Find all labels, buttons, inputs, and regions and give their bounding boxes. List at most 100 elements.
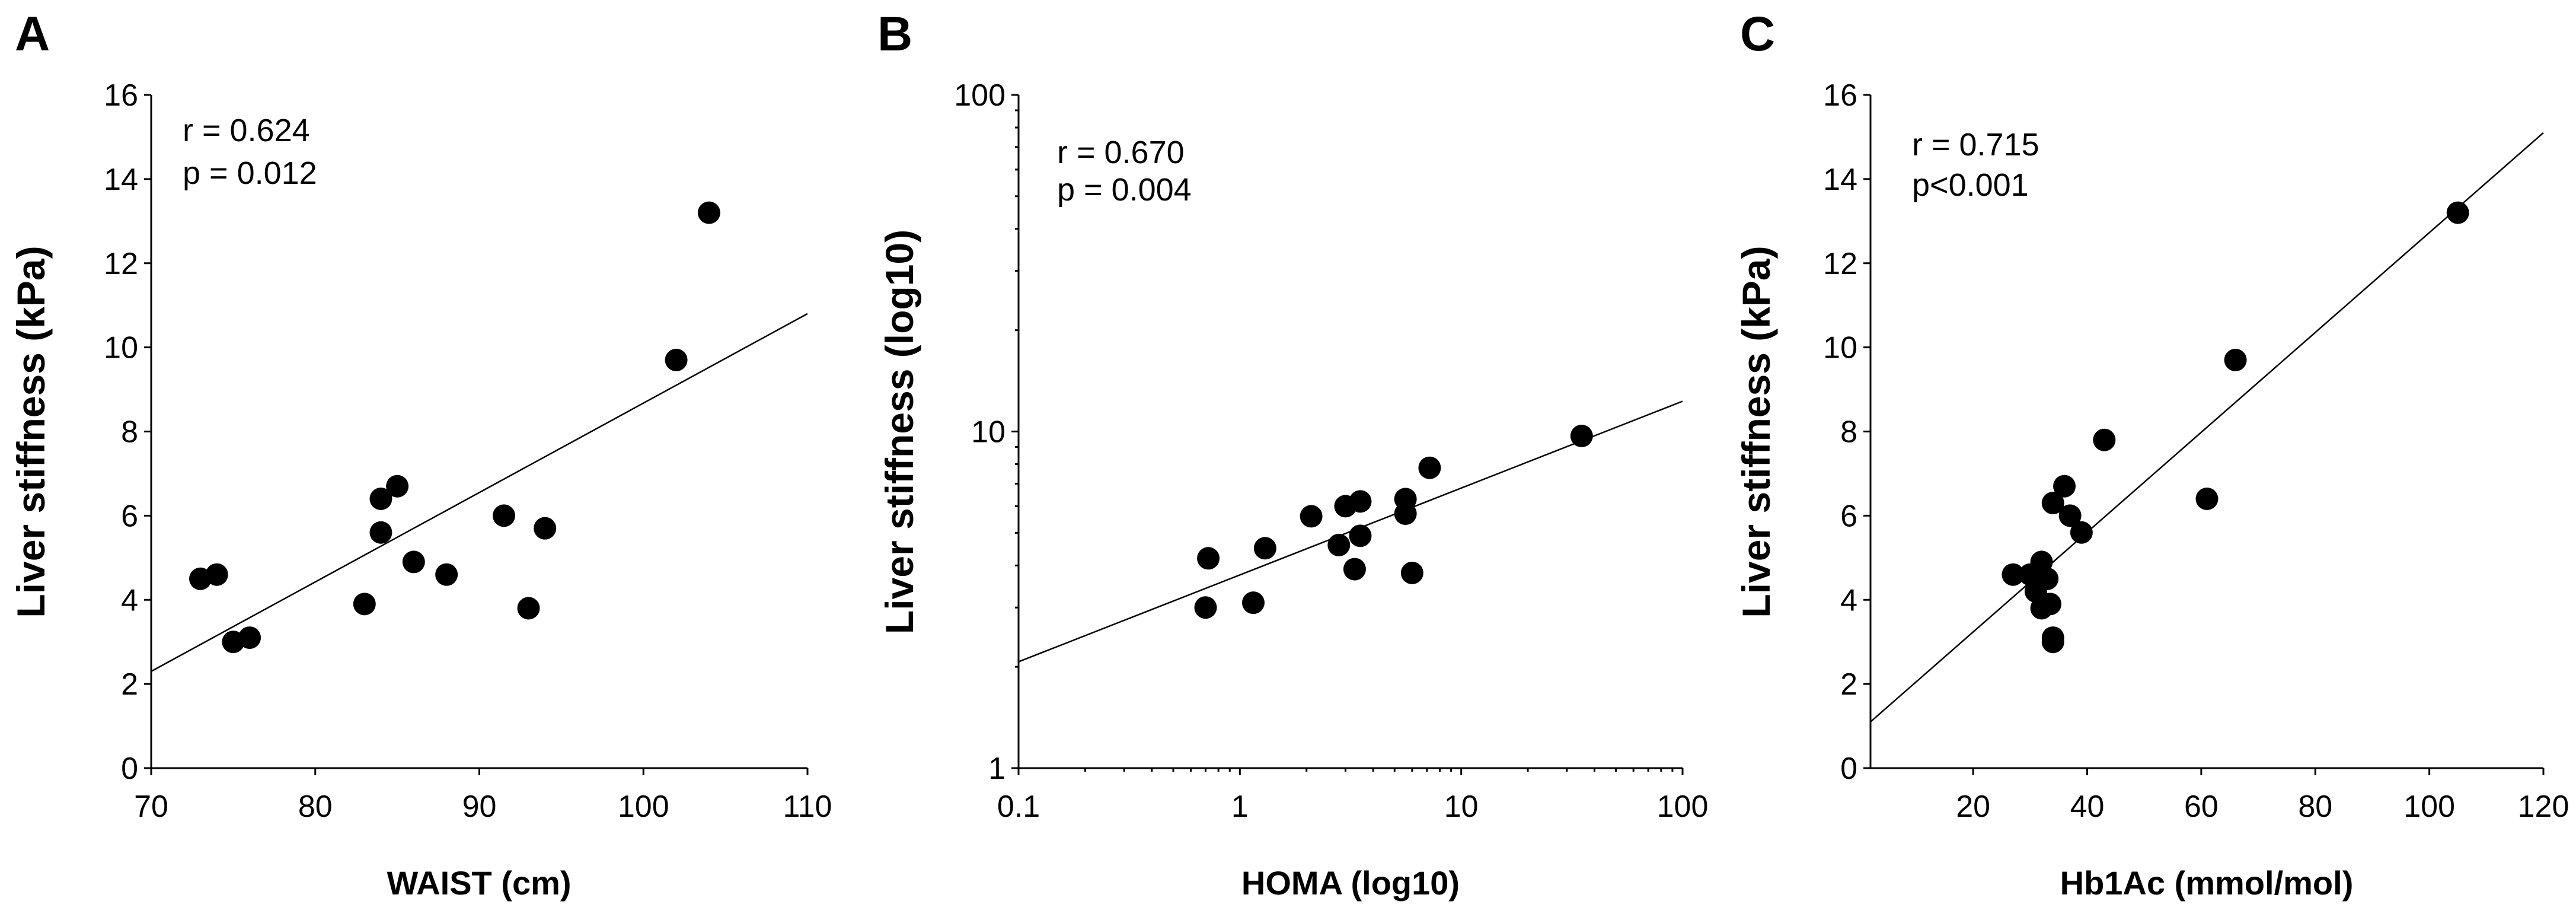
- y-tick-label: 0: [121, 752, 138, 786]
- data-point: [1241, 591, 1265, 614]
- y-tick-label: 14: [104, 163, 138, 197]
- data-point: [1394, 502, 1417, 526]
- x-tick-label: 40: [2070, 789, 2105, 824]
- data-point: [2070, 521, 2093, 544]
- x-tick-label: 120: [2518, 789, 2569, 824]
- y-tick-label: 1: [988, 752, 1005, 786]
- data-point: [1418, 456, 1441, 479]
- x-tick-label: 0.1: [997, 789, 1040, 824]
- data-point: [1300, 505, 1323, 528]
- panel-a-letter: A: [15, 7, 50, 61]
- panel-c: C 0 2 4 6 8 10 12 14 16 20 40 60 80 100 120 r = 0.715…: [1734, 7, 2569, 902]
- plot-area-b: [1018, 400, 1683, 663]
- y-tick-label: 16: [1823, 78, 1857, 113]
- x-tick-label: 110: [783, 789, 832, 824]
- panel-c-letter: C: [1740, 7, 1775, 61]
- data-point: [697, 201, 720, 224]
- data-point: [353, 593, 376, 616]
- x-tick-label: 100: [1657, 789, 1709, 824]
- x-tick-label: 10: [1444, 789, 1479, 824]
- panel-a-x-label: WAIST (cm): [387, 864, 571, 902]
- x-tick-label: 70: [134, 789, 168, 824]
- x-tick-label: 80: [2298, 789, 2332, 824]
- data-point: [2058, 504, 2082, 527]
- data-point: [1197, 547, 1220, 570]
- x-tick-label: 100: [2403, 789, 2455, 824]
- x-tick-label: 1: [1231, 789, 1249, 824]
- data-point: [2224, 348, 2247, 371]
- data-point: [2053, 475, 2076, 498]
- data-point: [435, 563, 458, 586]
- panel-a: A 0 2 4 6 8 10 12 14 16 70 80 90 100 110 r = 0.624 p…: [9, 7, 832, 902]
- panel-b-letter: B: [877, 7, 912, 61]
- y-tick-label: 4: [1840, 583, 1857, 617]
- data-point: [2038, 593, 2061, 616]
- panel-b-annotation-r: r = 0.670: [1057, 135, 1185, 170]
- data-point: [402, 550, 425, 574]
- panel-a-y-label: Liver stiffness (kPa): [9, 246, 53, 617]
- y-tick-label: 0: [1840, 752, 1857, 786]
- data-point: [2446, 201, 2469, 224]
- regression-line: [151, 313, 808, 672]
- data-point: [1194, 596, 1217, 619]
- data-point: [2041, 626, 2064, 649]
- y-tick-label: 4: [121, 583, 138, 617]
- panel-b-y-label: Liver stiffness (log10): [877, 230, 921, 634]
- panel-c-x-label: Hb1Ac (mmol/mol): [2060, 864, 2354, 902]
- data-point: [2036, 567, 2059, 590]
- panel-a-annotation-p: p = 0.012: [183, 155, 317, 191]
- panel-a-annotation-r: r = 0.624: [183, 113, 310, 148]
- data-point: [369, 488, 392, 510]
- data-point: [534, 517, 557, 540]
- panel-c-y-ticks: 0 2 4 6 8 10 12 14 16: [1823, 78, 1870, 786]
- y-tick-label: 12: [1823, 247, 1857, 281]
- x-tick-label: 80: [298, 789, 333, 824]
- data-point: [2195, 488, 2219, 510]
- panel-c-x-ticks: 20 40 60 80 100 120: [1956, 768, 2569, 824]
- data-point: [1349, 524, 1372, 547]
- data-point: [1327, 533, 1351, 556]
- panel-b-y-ticks: 1 10 100: [954, 78, 1019, 786]
- y-tick-label: 10: [1823, 331, 1857, 365]
- data-point: [1349, 490, 1372, 513]
- y-tick-label: 16: [104, 78, 138, 113]
- plot-area-a: [151, 201, 808, 672]
- panel-c-y-label: Liver stiffness (kPa): [1734, 246, 1778, 617]
- y-tick-label: 6: [121, 499, 138, 533]
- y-tick-label: 12: [104, 247, 138, 281]
- y-tick-label: 10: [971, 415, 1005, 450]
- panel-b-x-ticks: 0.1 1 10 100: [997, 768, 1709, 824]
- data-point: [238, 626, 261, 649]
- x-tick-label: 100: [618, 789, 669, 824]
- y-tick-label: 8: [121, 415, 138, 450]
- panel-b-x-label: HOMA (log10): [1241, 864, 1460, 902]
- panel-c-annotation-r: r = 0.715: [1912, 127, 2039, 163]
- y-tick-label: 10: [104, 331, 138, 365]
- x-tick-label: 20: [1956, 789, 1990, 824]
- x-tick-label: 60: [2184, 789, 2219, 824]
- data-point: [1253, 537, 1276, 560]
- data-point: [1570, 425, 1593, 448]
- plot-area-c: [1870, 132, 2544, 722]
- y-tick-label: 6: [1840, 499, 1857, 533]
- regression-line: [1870, 132, 2544, 722]
- panel-a-x-ticks: 70 80 90 100 110: [134, 768, 832, 824]
- y-tick-label: 14: [1823, 163, 1857, 197]
- data-point: [2002, 563, 2025, 586]
- data-point: [369, 521, 392, 544]
- data-point: [1400, 561, 1423, 584]
- data-point: [2041, 492, 2064, 515]
- data-point: [386, 475, 409, 498]
- y-tick-label: 2: [1840, 667, 1857, 702]
- panel-c-annotation-p: p<0.001: [1912, 167, 2029, 203]
- y-tick-label: 100: [954, 78, 1005, 113]
- panel-a-y-ticks: 0 2 4 6 8 10 12 14 16: [104, 78, 151, 786]
- y-tick-label: 8: [1840, 415, 1857, 450]
- data-point: [517, 597, 540, 620]
- y-tick-label: 2: [121, 667, 138, 702]
- data-point: [205, 563, 228, 586]
- data-point: [1343, 558, 1366, 581]
- data-point: [665, 348, 688, 371]
